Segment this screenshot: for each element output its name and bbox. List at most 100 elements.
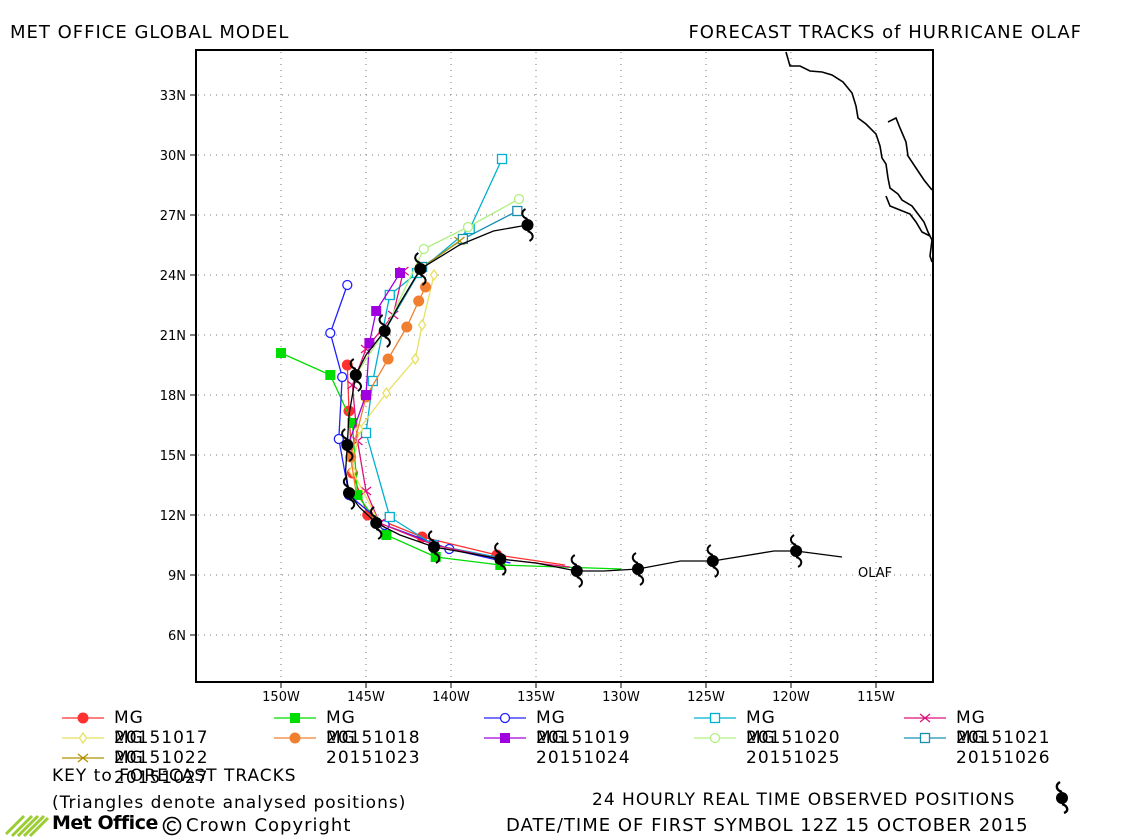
lon-tick-label: 150W [262,690,300,705]
copyright-text: Crown Copyright [186,815,352,836]
marker-stroke [77,753,89,763]
hurricane-symbol-core [494,553,507,565]
legend-swatch [274,713,316,723]
hurricane-symbol [370,506,383,540]
map-frame [195,49,934,683]
track-marker [411,352,420,366]
hurricane-symbol [570,554,583,588]
legend-label: MG 20151021 [956,708,1051,748]
hurricane-symbol-arm [414,252,421,264]
track-marker [333,433,344,445]
track-marker [364,338,375,348]
hurricane-symbol-core [343,487,355,499]
legend-label: MG 20151024 [536,728,631,768]
hurricane-symbol-arm [370,506,377,518]
track-marker [342,279,353,291]
marker-stroke [919,713,931,723]
lon-tick-label: 135W [517,690,555,705]
hurricane-symbol-arm [433,552,441,564]
track-marker [709,712,721,724]
hurricane-symbol-arm [378,314,386,326]
hurricane-symbol-arm [348,498,356,510]
legend-swatch [694,712,736,724]
forecast-track [355,193,525,376]
lat-tick-label: 24N [160,269,186,284]
legend-swatch [62,712,104,724]
hurricane-symbol-arm [342,476,350,488]
hurricane-symbol-core [521,219,534,231]
track-marker [360,427,372,439]
legend-label: MG 20151018 [326,708,421,748]
hurricane-symbol-arm [527,230,534,242]
track-marker [417,318,427,332]
lat-tick-label: 15N [160,449,186,464]
lon-tick-label: 115W [857,690,895,705]
lat-tick-label: 21N [160,329,186,344]
hurricane-symbol [521,208,534,242]
forecast-track [360,153,508,558]
legend-swatch [694,732,736,744]
legend-label: MG 20151017 [114,708,209,748]
track-marker [462,221,474,233]
track-marker [347,418,358,428]
track-marker [289,732,301,744]
key-title: KEY to FORECAST TRACKS [52,766,297,786]
hurricane-symbol-arm [576,576,583,588]
legend-label: MG 20151027 [114,748,209,788]
coastline [785,51,933,263]
forecast-title: FORECAST TRACKS of HURRICANE OLAF [688,22,1082,43]
hurricane-symbol [494,542,507,576]
legend-label: MG 20151019 [536,708,631,748]
hurricane-symbol-core [349,369,362,381]
hurricane-symbol-core [370,517,383,529]
track-marker [371,306,382,316]
hurricane-symbol-arm [384,336,391,348]
hurricane-symbol-core [428,541,440,553]
met-office-brand: Met Office [52,812,158,834]
hurricane-symbol [789,534,803,568]
marker-stroke [346,380,358,390]
track-marker [499,712,511,724]
hurricane-symbol [427,530,441,564]
track-marker [496,153,508,165]
marker-stroke [454,236,465,246]
track-marker [500,733,510,743]
key-note: (Triangles denote analysed positions) [52,793,407,813]
hurricane-symbol-core [341,439,354,451]
forecast-tracks [276,153,622,570]
hurricane-symbol [342,476,356,510]
legend-swatch [62,731,104,745]
track-marker [430,552,441,562]
track-marker [346,380,358,390]
hurricane-symbol-core [414,263,427,275]
track-marker [384,511,395,523]
hurricane-symbol-core [706,555,719,567]
lon-tick-label: 140W [432,690,470,705]
hurricane-symbol-arm [349,358,357,370]
track-marker [78,731,88,745]
hurricane-symbol-arm [499,564,507,576]
forecast-track [341,359,565,566]
track-marker [360,486,372,496]
track-marker [919,713,931,723]
met-office-logo-icon [4,814,50,838]
lon-tick-label: 125W [687,690,725,705]
legend-label: MG 20151022 [114,728,209,768]
hurricane-symbol-arm [375,528,383,540]
hurricane-symbol-arm [706,544,714,556]
first-symbol-datetime: DATE/TIME OF FIRST SYMBOL 12Z 15 OCTOBER… [506,815,1029,836]
hurricane-symbol-core [632,563,644,575]
hurricane-symbol [378,314,391,348]
track-marker [395,268,405,278]
hurricane-symbol [349,358,362,392]
legend-swatch [904,713,946,723]
hurricane-symbol-arm [570,554,578,566]
axis-labels: 150W 145W 140W 135W 130W 125W 120W 115W 6N 9N 12N 1… [160,89,895,705]
storm-label: OLAF [858,566,892,581]
observed-track [341,208,843,588]
hurricane-symbol [341,428,354,462]
track-marker [513,193,525,205]
map-grid [190,52,931,688]
legend-swatch [62,753,104,763]
